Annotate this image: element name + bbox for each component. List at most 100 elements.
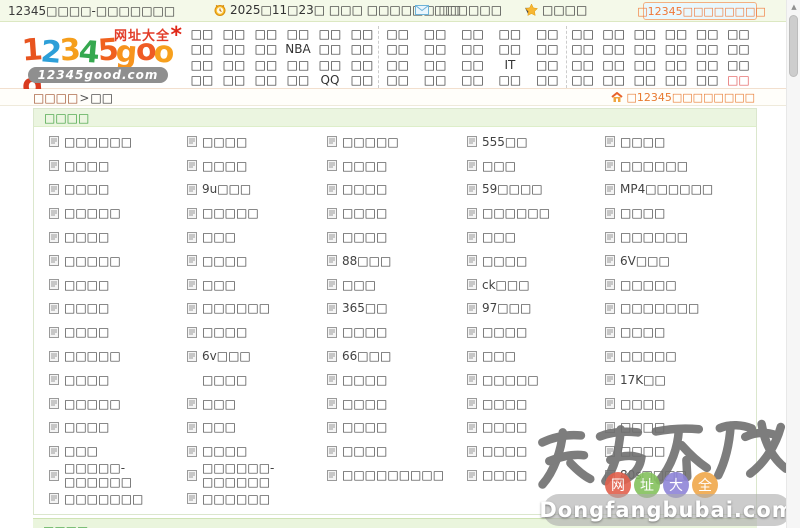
nav-link[interactable]: □□ [535, 26, 559, 41]
mail-menu[interactable]: □□□□□□ ▼ [415, 3, 531, 17]
nav-link[interactable]: □□ [633, 73, 657, 88]
nav-link[interactable]: □□ [695, 26, 719, 41]
nav-link[interactable]: □□ [695, 73, 719, 88]
site-link[interactable]: □□□□□□□ [605, 301, 699, 315]
site-link[interactable]: □□□□ [327, 325, 387, 339]
nav-link[interactable]: □□ [222, 42, 246, 57]
nav-link[interactable]: □□ [254, 26, 278, 41]
site-link[interactable]: □□□□□□-□□□□□□ [187, 461, 327, 489]
site-link[interactable]: □□□ [327, 278, 376, 292]
nav-link[interactable]: □□ [350, 42, 374, 57]
site-link[interactable]: □□□□ [467, 397, 527, 411]
site-link[interactable]: 6V□□□ [605, 254, 670, 268]
nav-link[interactable]: □□ [602, 42, 626, 57]
nav-link[interactable]: □□ [727, 73, 750, 88]
add-to-desktop-button[interactable]: □12345□□□□□□□□ [637, 2, 766, 20]
nav-link[interactable]: □□ [286, 73, 310, 88]
nav-link[interactable]: □□ [254, 42, 278, 57]
nav-link[interactable]: □□ [727, 26, 750, 41]
site-link[interactable]: □□□□ [327, 420, 387, 434]
nav-link[interactable]: □□ [695, 57, 719, 72]
site-link[interactable]: □□□ [49, 444, 98, 458]
site-link[interactable]: 80s□□□□ [605, 468, 687, 482]
site-link[interactable]: □□□□ [327, 206, 387, 220]
nav-link[interactable]: □□ [350, 26, 374, 41]
nav-link[interactable]: □□ [664, 57, 688, 72]
site-link[interactable]: □□□□□ [327, 135, 399, 149]
site-link[interactable]: □□□□ [327, 397, 387, 411]
site-link[interactable]: □□□□ [49, 230, 109, 244]
site-link[interactable]: □□□□□□ [467, 206, 550, 220]
nav-link[interactable]: □□ [318, 57, 342, 72]
site-link[interactable]: □□□□□□ [605, 230, 688, 244]
site-link[interactable]: □□□□ [467, 444, 527, 458]
site-link[interactable]: □□□□ [467, 420, 527, 434]
site-link[interactable]: 97□□□ [467, 301, 531, 315]
site-link[interactable]: □□□□ [605, 206, 665, 220]
scrollbar-thumb[interactable] [789, 15, 798, 77]
site-link[interactable]: ck□□□ [467, 278, 530, 292]
site-link[interactable]: □□□ [187, 230, 236, 244]
site-link[interactable]: □□□□□ [467, 373, 539, 387]
site-link[interactable]: □□□□ [467, 254, 527, 268]
nav-link[interactable]: □□ [190, 57, 214, 72]
site-link[interactable]: □□□ [467, 159, 516, 173]
site-link[interactable]: □□□□ [327, 159, 387, 173]
site-link[interactable]: □□□□ [49, 301, 109, 315]
nav-link[interactable]: □□ [633, 57, 657, 72]
site-link[interactable]: □□□□ [605, 444, 665, 458]
nav-link[interactable]: □□ [190, 26, 214, 41]
logo[interactable]: 12345good 网址大全 * 12345good.com [21, 23, 184, 104]
site-link[interactable]: □□□ [187, 278, 236, 292]
nav-link[interactable]: □□ [190, 73, 214, 88]
nav-link[interactable]: □□ [727, 42, 750, 57]
nav-link[interactable]: IT [504, 57, 516, 72]
scrollbar[interactable]: ▲ [786, 0, 800, 528]
site-link[interactable]: □□□□ [49, 278, 109, 292]
nav-link[interactable]: □□ [727, 57, 750, 72]
site-link[interactable]: □□□□ [49, 182, 109, 196]
site-link[interactable]: 59□□□□ [467, 182, 543, 196]
site-link[interactable]: 6v□□□ [187, 349, 251, 363]
nav-link[interactable]: □□ [498, 42, 522, 57]
site-link[interactable]: 9u□□□ [187, 182, 251, 196]
site-link[interactable]: 555□□ [467, 135, 528, 149]
nav-link[interactable]: □□ [386, 57, 410, 72]
site-link[interactable]: □□□□□ [605, 278, 677, 292]
site-link[interactable]: □□□□□ [49, 254, 121, 268]
nav-link[interactable]: □□ [461, 73, 484, 88]
site-link[interactable]: □□□□□ [49, 349, 121, 363]
site-link[interactable]: 88□□□ [327, 254, 391, 268]
site-link[interactable]: □□□□ [187, 373, 247, 387]
site-link[interactable]: 365□□ [327, 301, 388, 315]
nav-link[interactable]: □□ [423, 73, 447, 88]
site-link[interactable]: □□□ [467, 349, 516, 363]
breadcrumb-root-link[interactable]: □□□□ [33, 91, 79, 105]
nav-link[interactable]: □□ [571, 57, 594, 72]
nav-link[interactable]: □□ [664, 42, 688, 57]
site-link[interactable]: □□□□ [327, 182, 387, 196]
site-link[interactable]: □□□□ [467, 325, 527, 339]
site-link[interactable]: □□□□ [327, 230, 387, 244]
favorites-link[interactable]: □□□□ [525, 3, 587, 17]
site-link[interactable]: □□□□□-□□□□□□ [49, 461, 187, 489]
nav-link[interactable]: □□ [190, 42, 214, 57]
site-link[interactable]: □□□□ [49, 159, 109, 173]
site-link[interactable]: □□□□ [605, 135, 665, 149]
site-link[interactable]: □□□□□□ [187, 492, 270, 506]
site-link[interactable]: □□□□ [49, 373, 109, 387]
site-link[interactable]: 66□□□ [327, 349, 391, 363]
nav-link[interactable]: □□ [602, 26, 626, 41]
nav-link[interactable]: □□ [222, 57, 246, 72]
site-link[interactable]: □□□□□ [49, 206, 121, 220]
nav-link[interactable]: □□ [498, 73, 522, 88]
nav-link[interactable]: QQ [320, 73, 340, 88]
nav-link[interactable]: □□ [461, 42, 484, 57]
nav-link[interactable]: □□ [318, 42, 342, 57]
site-link[interactable]: □□□□ [49, 325, 109, 339]
nav-link[interactable]: □□ [254, 73, 278, 88]
nav-link[interactable]: □□ [386, 73, 410, 88]
nav-link[interactable]: □□ [423, 26, 447, 41]
nav-link[interactable]: □□ [664, 73, 688, 88]
nav-link[interactable]: □□ [254, 57, 278, 72]
